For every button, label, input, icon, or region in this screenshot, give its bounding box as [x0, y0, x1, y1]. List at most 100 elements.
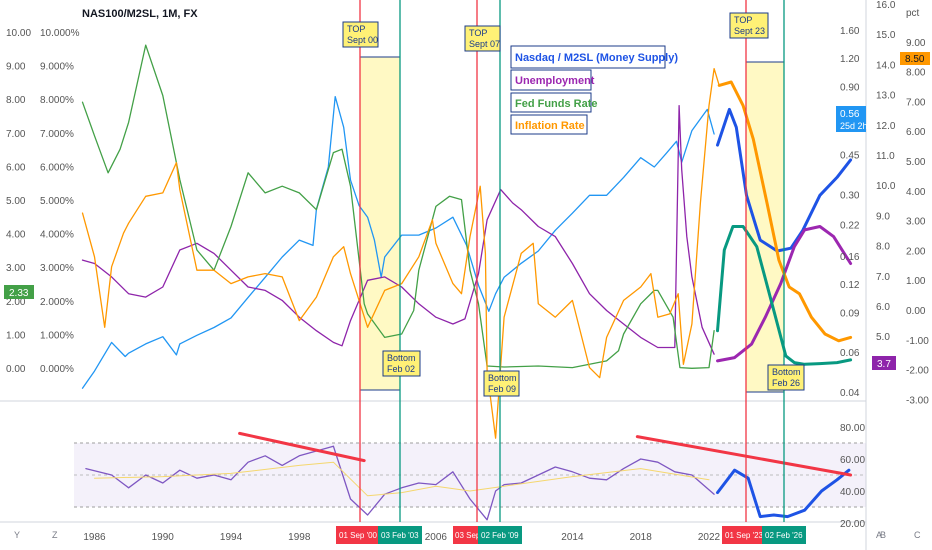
x-axis-year: 2014: [561, 532, 584, 543]
svg-text:2.33: 2.33: [9, 288, 29, 299]
svg-text:0.56: 0.56: [840, 109, 860, 120]
x-axis-year: 2018: [630, 532, 653, 543]
x-badge-02-feb-26: 02 Feb '26: [762, 526, 806, 544]
x-badge-01-sep-00: 01 Sep '00: [336, 526, 378, 544]
left-outer-tick: 3.00: [6, 263, 26, 274]
badge-inflation-value: 8.50: [900, 52, 930, 65]
svg-text:TOP: TOP: [347, 24, 365, 34]
left-outer-tick: 5.00: [6, 196, 26, 207]
left-outer-tick: 2.00: [6, 297, 26, 308]
svg-text:TOP: TOP: [734, 15, 752, 25]
unemployment-projection: [716, 225, 853, 363]
legend-box-unemployment: [510, 69, 592, 91]
left-outer-tick: 9.00: [6, 62, 26, 73]
left-inner-tick: 10.000%: [40, 28, 80, 39]
scale-button-c[interactable]: C: [914, 530, 921, 540]
annotation-top-2000: TOP Sept 00: [342, 21, 379, 48]
svg-text:3.7: 3.7: [877, 359, 891, 370]
right-axis-3-tick: 8.00: [906, 68, 926, 79]
annotation-bottom-2009: Bottom Feb 09: [483, 370, 520, 397]
x-axis-year: 1986: [83, 532, 106, 543]
annotation-bottom-2002: Bottom Feb 02: [382, 350, 421, 377]
right-axis-3-unit: pct: [906, 8, 920, 19]
right-axis-1-tick: 0.04: [840, 388, 860, 399]
x-badge-03-feb-03: 03 Feb '03: [378, 526, 422, 544]
right-axis-3-tick: 6.00: [906, 127, 926, 138]
left-outer-tick: 10.00: [6, 28, 31, 39]
right-axis-2-tick: 5.0: [876, 332, 890, 343]
left-inner-tick: 7.000%: [40, 129, 74, 140]
scale-button-a[interactable]: A: [876, 530, 882, 540]
right-axis-1-tick: 0.90: [840, 82, 860, 93]
svg-text:25d 2h: 25d 2h: [840, 121, 868, 131]
scale-button-y[interactable]: Y: [14, 530, 20, 540]
svg-text:03 Sep: 03 Sep: [455, 531, 481, 540]
left-inner-tick: 6.000%: [40, 162, 74, 173]
svg-text:Feb 09: Feb 09: [488, 384, 516, 394]
right-axis-1-tick: 0.16: [840, 252, 860, 263]
right-axis-3-tick: 9.00: [906, 38, 926, 49]
x-axis-year: 2022: [698, 532, 721, 543]
legend-unemployment: Unemployment: [515, 75, 595, 87]
right-axis-1-tick: 1.60: [840, 26, 860, 37]
right-axis-2-tick: 7.0: [876, 272, 890, 283]
svg-text:Sept 23: Sept 23: [734, 26, 765, 36]
left-inner-tick: 0.000%: [40, 364, 74, 375]
svg-text:01 Sep '23: 01 Sep '23: [725, 531, 764, 540]
annotation-top-2023: TOP Sept 23: [729, 12, 769, 39]
left-outer-tick: 0.00: [6, 364, 26, 375]
left-outer-tick: 6.00: [6, 162, 26, 173]
svg-text:Feb 26: Feb 26: [772, 378, 800, 388]
legend-box-inflation: [510, 114, 588, 135]
left-inner-tick: 4.000%: [40, 230, 74, 241]
right-axis-1-tick: 0.22: [840, 221, 860, 232]
annotation-bottom-2026: Bottom Feb 26: [767, 364, 805, 391]
left-inner-tick: 8.000%: [40, 95, 74, 106]
rsi-line: [85, 445, 715, 521]
scale-button-z[interactable]: Z: [52, 530, 58, 540]
inflation-line: [81, 67, 720, 439]
left-inner-tick: 3.000%: [40, 263, 74, 274]
x-axis-year: 1994: [220, 532, 243, 543]
left-outer-tick: 4.00: [6, 230, 26, 241]
annotation-top-2007: TOP Sept 07: [464, 25, 501, 52]
rsi-projection: [716, 468, 851, 519]
right-axis-3-tick: 3.00: [906, 217, 926, 228]
right-axis-3-tick: 5.00: [906, 157, 926, 168]
right-axis-3-tick: -2.00: [906, 366, 929, 377]
right-axis-2-tick: 9.0: [876, 211, 890, 222]
rsi-axis-tick: 20.00: [840, 519, 865, 530]
x-axis-year: 1998: [288, 532, 311, 543]
right-axis-1-tick: 0.06: [840, 348, 860, 359]
rsi-axis-tick: 60.00: [840, 455, 865, 466]
x-axis-year: 2006: [425, 532, 448, 543]
right-axis-3-tick: 1.00: [906, 276, 926, 287]
legend: Nasdaq / M2SL (Money Supply) Unemploymen…: [510, 45, 678, 135]
left-outer-tick: 8.00: [6, 95, 26, 106]
legend-fedfunds: Fed Funds Rate: [515, 98, 598, 110]
right-axis-1-tick: 0.45: [840, 150, 860, 161]
right-axis-2-tick: 8.0: [876, 242, 890, 253]
right-axis-2-tick: 10.0: [876, 181, 896, 192]
left-outer-tick: 1.00: [6, 330, 26, 341]
x-axis-year: 1990: [152, 532, 175, 543]
rsi-trendline-1: [238, 431, 366, 463]
legend-box-nasdaq: [510, 45, 666, 69]
right-axis-2-tick: 15.0: [876, 30, 896, 41]
scale-button-b[interactable]: B: [880, 530, 886, 540]
right-axis-2-tick: 6.0: [876, 302, 890, 313]
badge-left-value: 2.33: [4, 285, 34, 299]
svg-text:01 Sep '00: 01 Sep '00: [339, 531, 378, 540]
unemployment-line: [81, 104, 715, 355]
svg-text:Bottom: Bottom: [387, 353, 416, 363]
left-inner-tick: 2.000%: [40, 297, 74, 308]
right-axis-2-tick: 16.0: [876, 0, 896, 11]
x-badge-02-feb-09: 02 Feb '09: [478, 526, 522, 544]
right-axis-2-tick: 14.0: [876, 60, 896, 71]
rsi-axis-tick: 80.00: [840, 423, 865, 434]
svg-text:8.50: 8.50: [905, 54, 925, 65]
badge-unemployment-value: 3.7: [872, 356, 896, 370]
right-axis-3-tick: -1.00: [906, 336, 929, 347]
chart-title: NAS100/M2SL, 1M, FX: [82, 8, 198, 20]
